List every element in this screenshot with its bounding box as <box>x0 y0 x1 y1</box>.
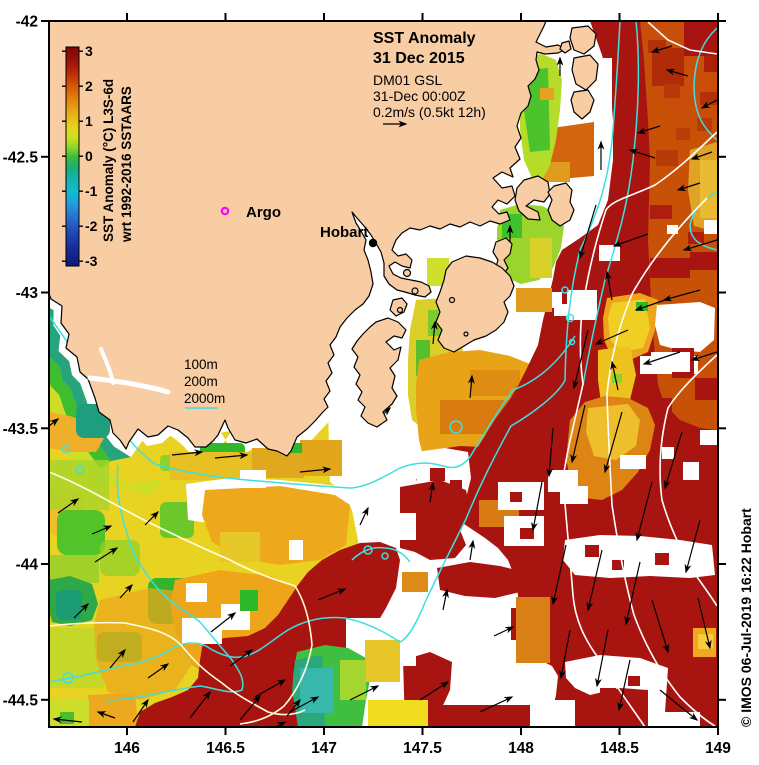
svg-text:SST Anomaly (°C) L3S-6d: SST Anomaly (°C) L3S-6d <box>101 79 116 242</box>
svg-text:-44: -44 <box>16 557 39 574</box>
svg-text:31-Dec 00:00Z: 31-Dec 00:00Z <box>373 88 466 104</box>
svg-text:-44.5: -44.5 <box>3 692 39 709</box>
svg-text:-43: -43 <box>16 285 39 302</box>
svg-text:148: 148 <box>508 740 534 757</box>
svg-text:Hobart: Hobart <box>320 224 368 241</box>
svg-text:1: 1 <box>85 113 93 129</box>
svg-text:-1: -1 <box>85 183 98 199</box>
svg-text:200m: 200m <box>184 374 218 389</box>
svg-text:147.5: 147.5 <box>403 740 442 757</box>
svg-text:Argo: Argo <box>246 204 281 221</box>
svg-text:-42: -42 <box>16 14 38 31</box>
svg-text:31 Dec 2015: 31 Dec 2015 <box>373 50 465 67</box>
svg-text:100m: 100m <box>184 357 218 372</box>
svg-text:3: 3 <box>85 43 93 59</box>
svg-text:wrt 1992-2016 SSTAARS: wrt 1992-2016 SSTAARS <box>119 86 134 243</box>
svg-text:-42.5: -42.5 <box>3 149 39 166</box>
svg-text:2000m: 2000m <box>184 391 225 406</box>
svg-text:146.5: 146.5 <box>206 740 245 757</box>
svg-text:148.5: 148.5 <box>600 740 639 757</box>
svg-text:0.2m/s (0.5kt 12h): 0.2m/s (0.5kt 12h) <box>373 104 486 120</box>
svg-text:SST Anomaly: SST Anomaly <box>373 30 476 47</box>
svg-text:-2: -2 <box>85 218 98 234</box>
svg-text:© IMOS 06-Jul-2019 16:22 Hobar: © IMOS 06-Jul-2019 16:22 Hobart <box>738 508 754 727</box>
svg-text:2: 2 <box>85 78 93 94</box>
svg-text:147: 147 <box>311 740 337 757</box>
svg-text:146: 146 <box>114 740 140 757</box>
svg-text:149: 149 <box>705 740 731 757</box>
svg-text:-3: -3 <box>85 253 98 269</box>
svg-text:DM01 GSL: DM01 GSL <box>373 72 442 88</box>
svg-text:-43.5: -43.5 <box>3 421 39 438</box>
svg-text:0: 0 <box>85 148 93 164</box>
